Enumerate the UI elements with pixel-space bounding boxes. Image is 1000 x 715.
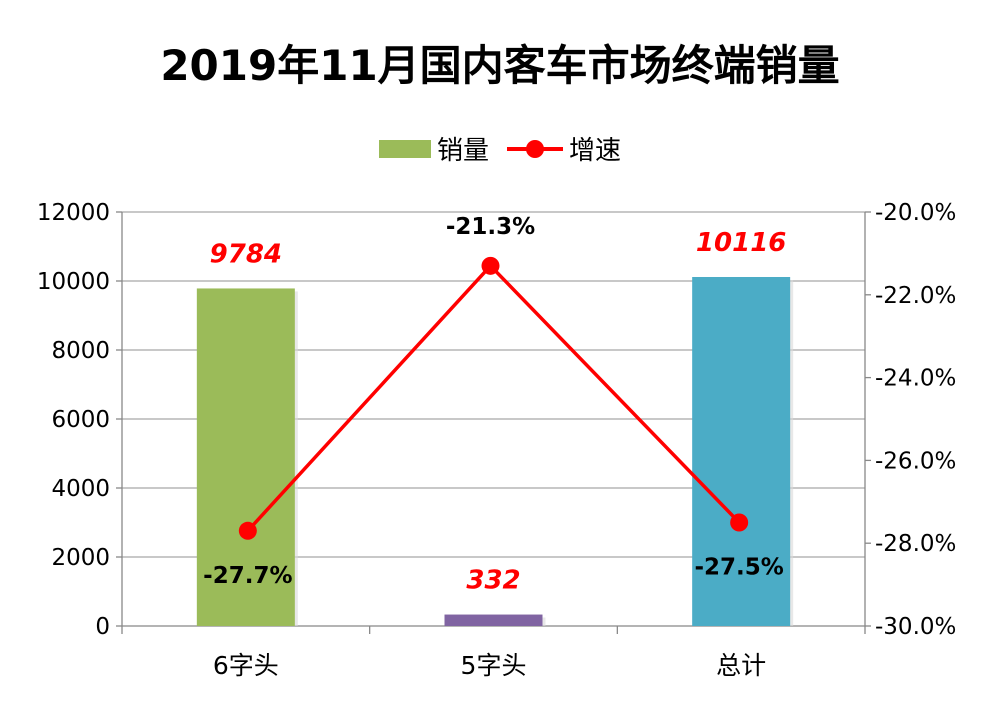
y-right-tick-label: -20.0%: [875, 200, 956, 226]
bar-5字头: [444, 614, 543, 626]
legend: 销量 增速: [0, 130, 1000, 167]
y-left-tick-label: 4000: [51, 476, 110, 502]
legend-label-growth: 增速: [569, 136, 622, 166]
y-left-tick-label: 2000: [51, 545, 110, 571]
y-left-tick-label: 8000: [51, 338, 110, 364]
growth-value-label: -21.3%: [446, 214, 535, 240]
y-left-tick-label: 10000: [37, 269, 110, 295]
growth-value-label: -27.5%: [694, 555, 783, 581]
y-left-tick-label: 6000: [51, 407, 110, 433]
y-right-tick-label: -28.0%: [875, 531, 956, 557]
x-tick-label: 6字头: [213, 651, 279, 680]
legend-label-sales: 销量: [436, 136, 489, 166]
y-right-tick-label: -22.0%: [875, 283, 956, 309]
bar-value-label: 10116: [696, 228, 786, 258]
growth-point: [730, 513, 749, 532]
y-right-tick-label: -24.0%: [875, 366, 956, 392]
x-tick-label: 总计: [716, 651, 766, 680]
legend-item-sales: 销量: [378, 130, 489, 167]
y-right-tick-label: -30.0%: [875, 614, 956, 640]
bar-6字头: [196, 288, 295, 626]
y-right-tick-label: -26.0%: [875, 448, 956, 474]
x-tick-label: 5字头: [461, 651, 527, 680]
growth-point: [481, 256, 500, 275]
bar-value-label: 9784: [210, 239, 282, 269]
legend-item-growth: 增速: [507, 130, 621, 167]
growth-line: [246, 264, 741, 532]
bar-总计: [692, 276, 791, 626]
legend-swatch-sales: [378, 139, 431, 158]
legend-swatch-growth: [507, 139, 563, 159]
bar-value-label: 332: [466, 566, 520, 596]
growth-value-label: -27.7%: [203, 563, 292, 589]
chart-title: 2019年11月国内客车市场终端销量: [160, 41, 840, 90]
y-left-tick-label: 0: [95, 614, 110, 640]
y-left-tick-label: 12000: [37, 200, 110, 226]
growth-point: [238, 521, 257, 540]
